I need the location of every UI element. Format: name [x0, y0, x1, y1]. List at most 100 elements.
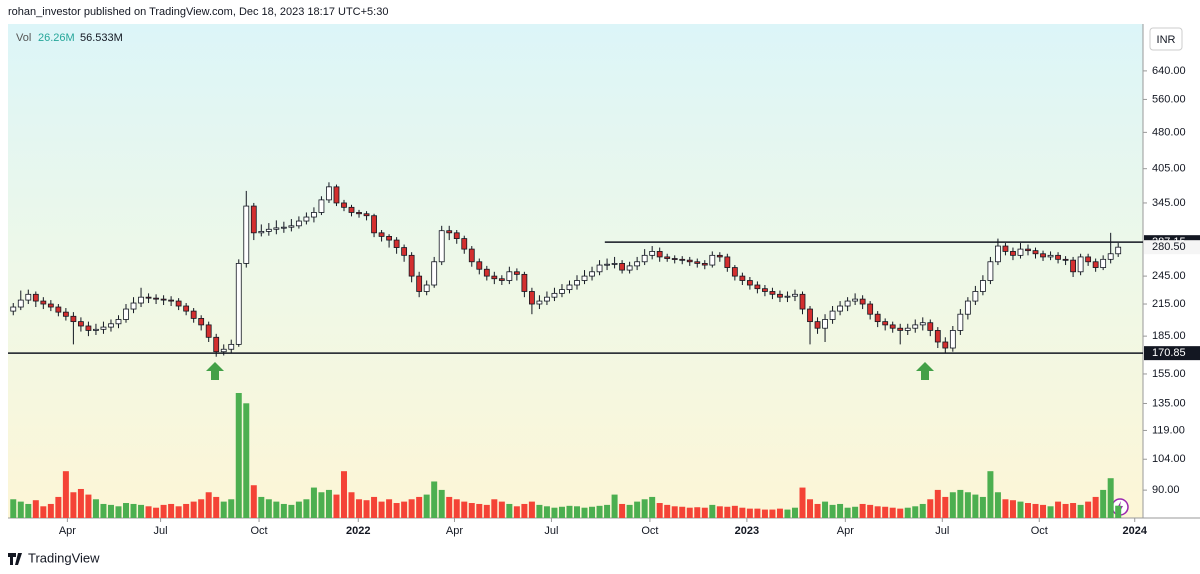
candle-body — [972, 291, 979, 302]
x-tick-label: 2022 — [346, 525, 370, 537]
candle-body — [483, 268, 490, 277]
candle-body — [295, 220, 302, 227]
candle-body — [371, 215, 377, 234]
volume-bar — [1055, 501, 1062, 518]
candle-body — [987, 261, 994, 281]
volume-bar — [190, 501, 197, 518]
volume-bar — [724, 506, 731, 518]
volume-bar — [731, 505, 738, 518]
candle-body — [78, 321, 84, 327]
candle-body — [611, 263, 618, 265]
candle-body — [32, 293, 39, 302]
volume-bar — [333, 494, 340, 518]
volume-bar — [205, 492, 212, 518]
volume-bar — [423, 494, 430, 518]
volume-bar — [295, 501, 302, 518]
volume-bar — [844, 507, 851, 518]
candle-body — [777, 293, 783, 298]
candle-body — [461, 238, 468, 250]
candle-body — [904, 327, 911, 331]
volume-bar — [964, 492, 971, 518]
y-tick-label: 405.00 — [1152, 163, 1186, 175]
candle-body — [814, 321, 821, 329]
y-tick-label: 480.00 — [1152, 126, 1186, 138]
candle-body — [656, 251, 663, 258]
volume-bar — [77, 488, 84, 518]
volume-bar — [1032, 503, 1039, 518]
volume-bar — [807, 499, 814, 518]
candle-body — [551, 292, 558, 298]
candle-body — [183, 305, 190, 312]
volume-bar — [273, 501, 280, 518]
volume-bar — [904, 507, 911, 518]
footer-logo: TradingView — [28, 550, 100, 565]
volume-bar — [513, 506, 520, 518]
volume-bar — [957, 489, 964, 518]
volume-bar — [814, 503, 821, 518]
candle-body — [138, 296, 144, 304]
candle-body — [619, 263, 626, 271]
candle-body — [506, 271, 513, 281]
candle-body — [859, 298, 866, 305]
volume-bar — [17, 501, 24, 518]
y-tick-label: 345.00 — [1152, 197, 1186, 209]
volume-bar — [874, 506, 881, 518]
volume-bar — [889, 507, 896, 518]
volume-bar — [776, 508, 783, 518]
candle-body — [393, 239, 400, 248]
volume-name: Vol — [16, 32, 31, 44]
volume-bar — [498, 501, 505, 518]
volume-bar — [1024, 503, 1031, 518]
volume-bar — [280, 503, 287, 518]
volume-bar — [483, 504, 490, 518]
x-tick-label: 2024 — [1122, 525, 1147, 537]
volume-bar — [754, 508, 761, 518]
y-tick-label: 640.00 — [1152, 65, 1186, 77]
candle-body — [476, 261, 483, 270]
volume-last: 26.26M — [38, 32, 75, 44]
candle-body — [401, 247, 408, 256]
candle-body — [378, 232, 385, 237]
candle-body — [964, 300, 971, 315]
y-tick-label: 119.00 — [1152, 424, 1185, 436]
volume-bar — [1115, 505, 1122, 518]
volume-bar — [123, 503, 130, 518]
volume-bar — [882, 506, 889, 518]
volume-bar — [183, 503, 190, 518]
volume-bar — [438, 489, 445, 518]
candle-body — [641, 254, 648, 263]
volume-bar — [761, 509, 768, 518]
candle-body — [93, 328, 99, 331]
volume-bar — [153, 507, 160, 518]
volume-bar — [160, 504, 167, 518]
candle-body — [589, 271, 595, 277]
candle-body — [250, 205, 257, 234]
arrow-up — [916, 362, 934, 380]
candle-body — [123, 308, 129, 320]
volume-bar — [250, 485, 257, 518]
y-tick-label: 185.00 — [1152, 330, 1186, 342]
candle-body — [844, 300, 851, 307]
volume-bar — [746, 508, 753, 518]
candle-body — [649, 251, 656, 256]
volume-bar — [288, 504, 295, 518]
candle-body — [1107, 253, 1114, 260]
candle-body — [1010, 251, 1016, 256]
level-label: 170.85 — [1152, 347, 1186, 359]
volume-bar — [979, 496, 986, 518]
volume-bar — [1040, 504, 1047, 518]
candle-body — [356, 212, 362, 215]
x-tick-label: Oct — [1031, 525, 1048, 537]
volume-bar — [401, 501, 408, 518]
candle-body — [288, 225, 295, 228]
candle-body — [280, 226, 287, 229]
candle-body — [604, 263, 610, 266]
volume-bar — [363, 500, 370, 518]
x-tick-label: Apr — [446, 525, 463, 537]
volume-bar — [220, 501, 227, 518]
candle-body — [175, 300, 182, 307]
candle-body — [1115, 246, 1122, 255]
y-tick-label: 104.00 — [1152, 453, 1186, 465]
volume-bar — [934, 489, 941, 518]
last-price-bg — [1144, 240, 1200, 255]
